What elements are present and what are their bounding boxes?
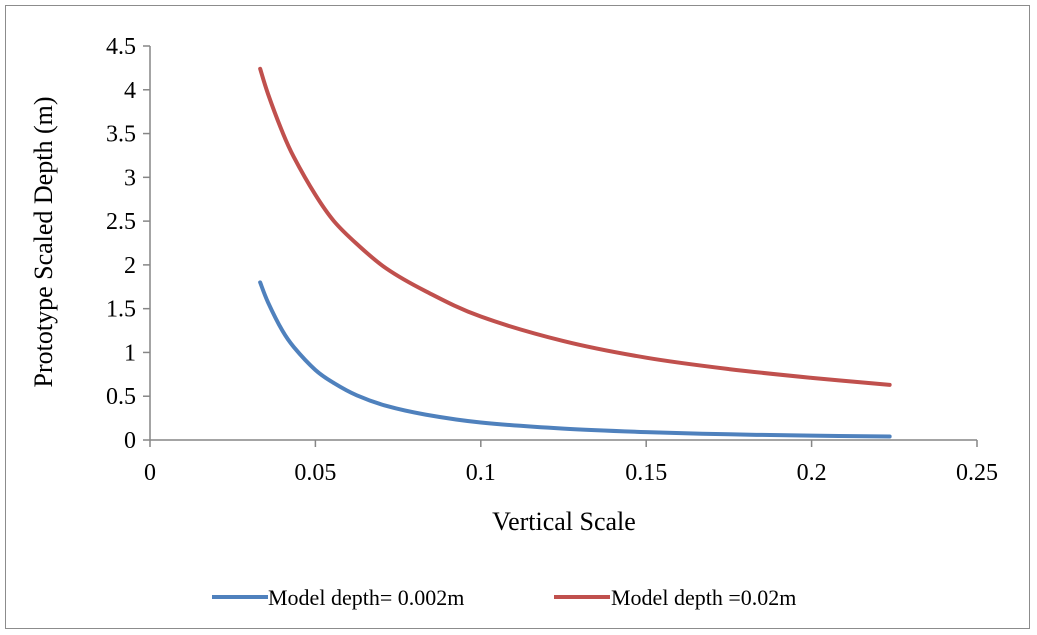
series-line-0 — [258, 280, 892, 439]
series-layer — [258, 66, 892, 439]
y-tick-label: 4.5 — [106, 34, 136, 60]
x-tick-label: 0.2 — [797, 460, 827, 486]
y-tick-label: 4 — [124, 78, 136, 104]
x-tick-label: 0.1 — [466, 460, 496, 486]
y-tick-label: 2.5 — [106, 209, 136, 235]
legend-label-model-depth-0002: Model depth= 0.002m — [268, 585, 464, 610]
plot-area: 0 0.05 0.1 0.15 0.2 0.25 0 0.5 1 1.5 2 2.5 3 3.5 4 4.5 — [106, 34, 998, 486]
y-tick-label: 1.5 — [106, 297, 136, 323]
chart-frame — [5, 5, 1030, 629]
y-tick-label: 0 — [124, 428, 136, 454]
series-line-1 — [258, 66, 892, 387]
x-tick-label: 0.25 — [956, 460, 998, 486]
x-tick-label: 0 — [144, 460, 156, 486]
x-axis-ticks: 0 0.05 0.1 0.15 0.2 0.25 — [144, 440, 998, 486]
y-tick-label: 3 — [124, 165, 136, 191]
y-axis-ticks: 0 0.5 1 1.5 2 2.5 3 3.5 4 4.5 — [106, 34, 150, 454]
y-tick-label: 0.5 — [106, 384, 136, 410]
x-axis-title: Vertical Scale — [492, 507, 636, 536]
legend: Model depth= 0.002m Model depth =0.02m — [212, 585, 796, 610]
y-tick-label: 1 — [124, 340, 136, 366]
x-tick-label: 0.05 — [294, 460, 336, 486]
x-tick-label: 0.15 — [625, 460, 667, 486]
legend-label-model-depth-002: Model depth =0.02m — [611, 585, 796, 610]
y-tick-label: 2 — [124, 253, 136, 279]
y-axis-title: Prototype Scaled Depth (m) — [29, 97, 58, 388]
y-tick-label: 3.5 — [106, 122, 136, 148]
